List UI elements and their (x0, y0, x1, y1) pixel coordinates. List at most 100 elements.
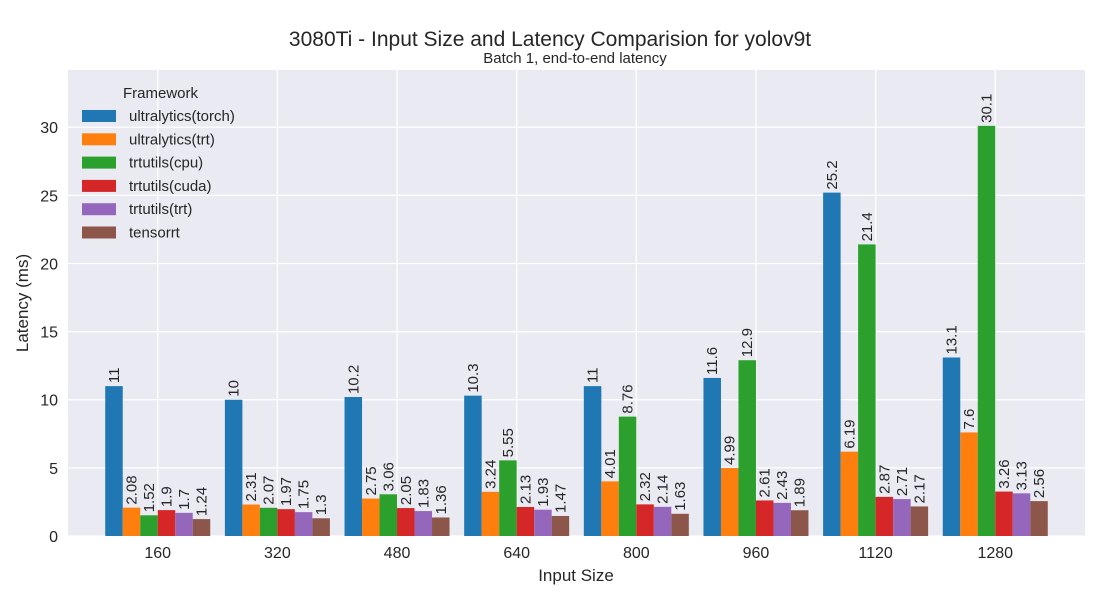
bar (1030, 501, 1048, 536)
bar-value-label: 6.19 (841, 419, 858, 448)
bar-value-label: 30.1 (979, 94, 996, 123)
bar (362, 498, 380, 536)
bar (224, 399, 243, 536)
legend-label: trtutils(cpu) (129, 155, 203, 172)
y-tick-label: 0 (49, 529, 58, 546)
bar-value-label: 2.05 (398, 476, 415, 505)
y-tick-label: 25 (40, 188, 58, 205)
bar-value-label: 3.26 (996, 459, 1013, 488)
legend-swatch (82, 133, 116, 146)
bar (875, 496, 894, 536)
bar (738, 360, 756, 536)
bar (312, 518, 330, 536)
y-tick-label: 5 (49, 461, 58, 478)
y-axis-label: Latency (ms) (13, 254, 32, 352)
bar-value-label: 2.17 (911, 474, 928, 503)
bar (893, 499, 911, 536)
bar-value-label: 13.1 (944, 325, 961, 354)
bar (977, 125, 996, 537)
bar-value-label: 1.52 (141, 483, 158, 512)
bar (277, 509, 295, 536)
bar (516, 506, 535, 536)
bar (858, 244, 876, 536)
x-tick-label: 800 (623, 545, 650, 562)
bar-value-label: 1.36 (433, 485, 450, 514)
bar (995, 491, 1013, 536)
bar-value-label: 21.4 (859, 212, 876, 241)
bar (259, 507, 278, 536)
bar-value-label: 11.6 (704, 347, 721, 375)
bar (790, 510, 809, 536)
bar-value-label: 1.89 (792, 478, 809, 507)
bar (942, 357, 961, 536)
bar-value-label: 2.13 (517, 475, 534, 504)
bar (720, 468, 739, 536)
legend-label: trtutils(cuda) (129, 178, 212, 195)
bar-value-label: 2.56 (1031, 469, 1048, 498)
bar-value-label: 1.24 (193, 487, 210, 516)
bar-value-label: 10.2 (345, 365, 362, 394)
legend-swatch (82, 203, 116, 216)
bar-value-label: 1.3 (313, 494, 330, 515)
bar (432, 517, 450, 536)
bar-value-label: 2.31 (243, 472, 260, 501)
bar (481, 491, 500, 536)
bar (671, 513, 689, 536)
bar (294, 512, 313, 536)
plot-area (68, 70, 1085, 536)
bar-value-label: 10 (226, 380, 243, 397)
bar (960, 432, 978, 536)
bar-value-label: 1.47 (552, 484, 569, 513)
bar (157, 510, 176, 536)
bar-value-label: 1.7 (176, 489, 193, 510)
x-tick-label: 960 (743, 545, 770, 562)
legend-label: trtutils(trt) (129, 201, 192, 218)
legend-swatch (82, 179, 116, 192)
x-tick-label: 320 (264, 545, 291, 562)
bar-value-label: 7.6 (961, 409, 978, 430)
bar-value-label: 12.9 (739, 328, 756, 357)
bar-value-label: 8.76 (620, 384, 637, 413)
bar (122, 507, 141, 536)
bar-value-label: 4.99 (722, 436, 739, 465)
bar-value-label: 3.24 (482, 460, 499, 489)
bar-value-label: 1.93 (535, 477, 552, 506)
bar (379, 494, 398, 536)
bar (344, 397, 363, 536)
legend-swatch (82, 156, 116, 169)
x-tick-label: 480 (384, 545, 411, 562)
bar (551, 515, 570, 536)
bar-value-label: 2.32 (637, 472, 654, 501)
x-tick-label: 1280 (977, 545, 1013, 562)
bar-value-label: 3.06 (380, 462, 397, 491)
bar (773, 502, 791, 536)
bar-value-label: 2.75 (363, 466, 380, 495)
bar (755, 500, 774, 536)
bar (601, 481, 619, 536)
tick-labels: 0 5 10 15 20 25 30 160 320 480 640 800 960 1120 1280 (40, 120, 1013, 562)
y-tick-label: 10 (40, 393, 58, 410)
chart-title: 3080Ti - Input Size and Latency Comparis… (289, 28, 811, 51)
bar-value-label: 2.71 (894, 467, 911, 496)
bar (823, 192, 841, 536)
legend-swatch (82, 110, 116, 122)
bar-value-label: 4.01 (602, 449, 619, 478)
chart-subtitle: Batch 1, end-to-end latency (483, 50, 667, 67)
legend-label: ultralytics(torch) (129, 108, 235, 125)
bar (583, 386, 602, 536)
bar-value-label: 1.97 (278, 477, 295, 506)
bar (192, 519, 211, 536)
bar (534, 509, 552, 536)
x-axis-label: Input Size (538, 566, 614, 585)
bar (840, 451, 859, 536)
bar (653, 506, 672, 536)
legend-swatch (82, 226, 116, 239)
bar-value-label: 1.75 (296, 480, 313, 509)
bar-value-label: 2.61 (757, 468, 774, 497)
bar (499, 460, 517, 536)
bar (636, 504, 654, 536)
bar-value-label: 11 (106, 368, 123, 384)
x-tick-label: 1120 (858, 545, 893, 562)
